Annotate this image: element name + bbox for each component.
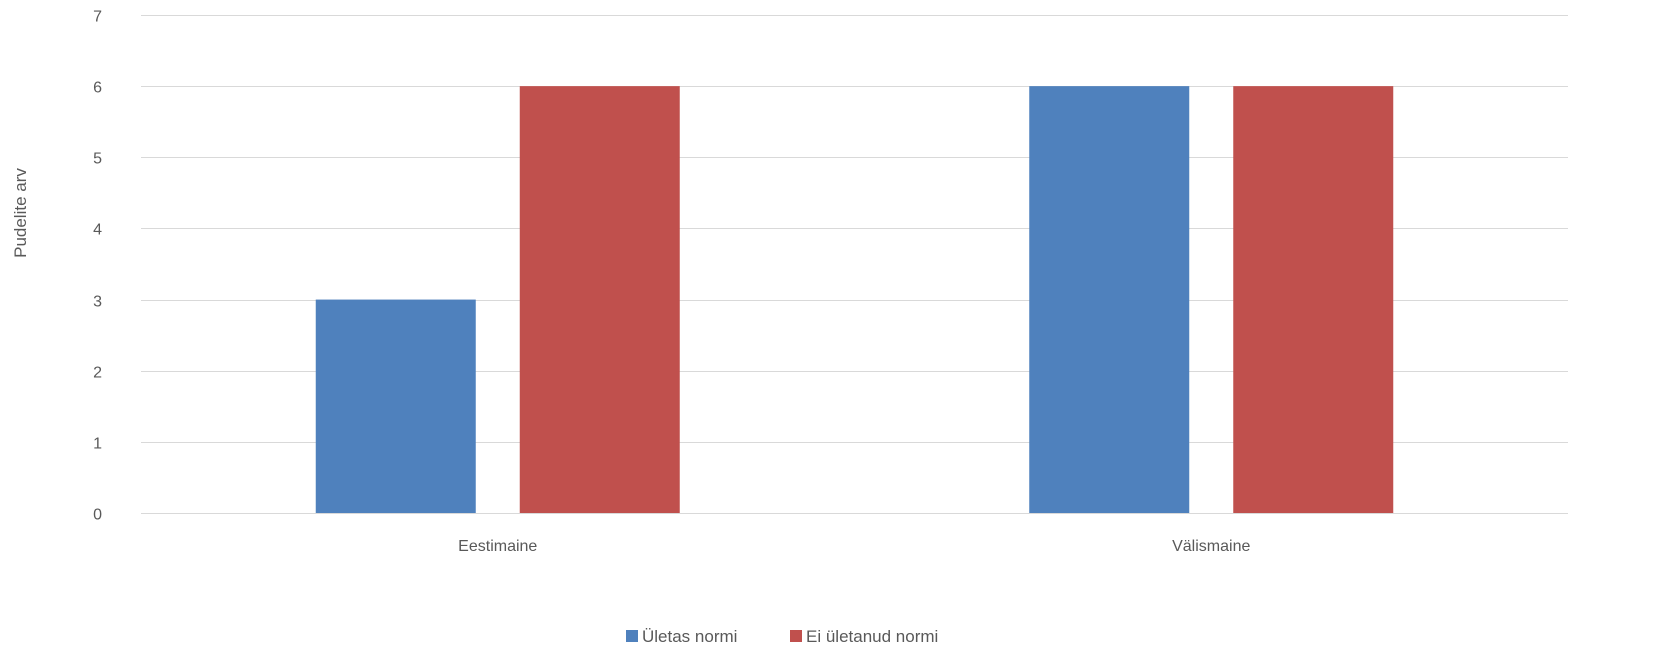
y-axis-title: Pudelite arv — [11, 168, 30, 258]
legend-label: Ei ületanud normi — [806, 627, 938, 646]
x-category-label: Välismaine — [1172, 538, 1250, 555]
y-tick-label: 2 — [93, 365, 102, 382]
bar — [519, 86, 680, 514]
bar — [315, 299, 476, 513]
y-axis-ticks: 0 1 2 3 4 5 6 7 — [93, 9, 102, 524]
y-tick-label: 6 — [93, 80, 102, 97]
bar — [1029, 86, 1190, 514]
y-tick-label: 0 — [93, 507, 102, 524]
legend-swatch — [626, 630, 638, 642]
x-category-label: Eestimaine — [458, 538, 537, 555]
bar — [1233, 86, 1394, 514]
bars — [315, 86, 1394, 514]
y-tick-label: 5 — [93, 151, 102, 168]
y-tick-label: 1 — [93, 436, 102, 453]
legend-label: Ületas normi — [642, 627, 737, 646]
y-tick-label: 7 — [93, 9, 102, 26]
legend-swatch — [790, 630, 802, 642]
x-axis-categories: Eestimaine Välismaine — [458, 538, 1250, 555]
y-tick-label: 4 — [93, 222, 102, 239]
y-tick-label: 3 — [93, 294, 102, 311]
legend: Ületas normi Ei ületanud normi — [626, 627, 938, 646]
